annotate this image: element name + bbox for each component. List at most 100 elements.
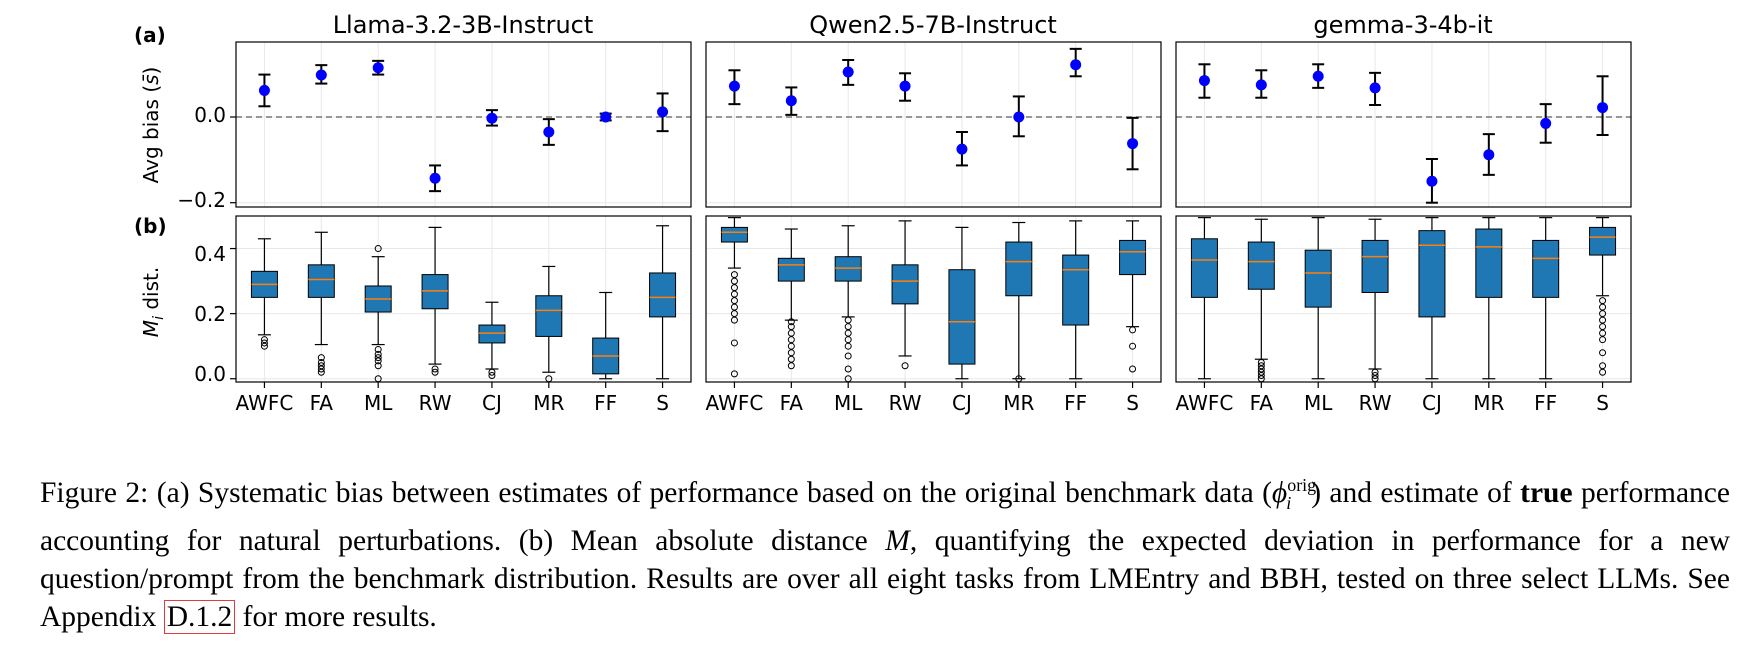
bias-panel-frame: [705, 41, 1162, 208]
outlier-point: [787, 342, 795, 350]
caption-text-5: for more results.: [235, 600, 437, 633]
outlier-point: [1599, 349, 1607, 357]
x-tick-label-CJ: CJ: [952, 391, 972, 415]
box-CJ: [478, 324, 506, 344]
outlier-point: [1129, 326, 1137, 334]
outlier-point: [1599, 297, 1607, 305]
box-ML: [1304, 249, 1332, 308]
outlier-point: [260, 342, 268, 350]
bias-point-FF: [1070, 59, 1082, 71]
bias-point-ML: [842, 66, 854, 78]
figure-2: (a) (b) Avg bias (s̄) Mi dist. 0.0 −0.2 …: [134, 11, 1632, 415]
outlier-point: [317, 358, 325, 366]
outlier-point: [787, 362, 795, 370]
bias-point-S: [1597, 102, 1609, 114]
column-title-llama: Llama-3.2-3B-Instruct: [333, 11, 594, 39]
outlier-point: [1257, 368, 1265, 376]
outlier-point: [787, 349, 795, 357]
box-FF: [1532, 239, 1560, 298]
x-tick-label-FA: FA: [780, 391, 804, 415]
y-tick-a-neg02: −0.2: [177, 188, 226, 212]
x-tick-label-S: S: [656, 391, 669, 415]
panel-label-a: (a): [134, 23, 166, 47]
outlier-point: [730, 310, 738, 318]
bias-point-S: [657, 106, 669, 118]
x-tick-label-RW: RW: [419, 391, 452, 415]
distance-panel-0: AWFC FA ML RW CJ MR FF S: [230, 215, 692, 415]
caption-text-1: Figure 2: (a) Systematic bias between es…: [40, 476, 1272, 509]
bias-point-AWFC: [258, 84, 270, 96]
outlier-point: [787, 336, 795, 344]
outlier-point: [844, 342, 852, 350]
outlier-point: [844, 329, 852, 337]
y-axis-label-a: Avg bias (s̄): [139, 67, 163, 184]
bias-point-AWFC: [728, 80, 740, 92]
x-tick-label-FA: FA: [1250, 391, 1274, 415]
outlier-point: [374, 345, 382, 353]
outlier-point: [844, 365, 852, 373]
distance-panel-frame: [235, 215, 692, 383]
outlier-point: [1257, 365, 1265, 373]
bias-point-AWFC: [1198, 75, 1210, 87]
bias-point-MR: [1483, 149, 1495, 161]
distance-panel-2: AWFC FA ML RW CJ MR FF S: [1175, 215, 1632, 415]
outlier-point: [1599, 303, 1607, 311]
bias-panel-1: [705, 41, 1162, 208]
outlier-point: [787, 318, 795, 326]
outlier-point: [1599, 362, 1607, 370]
y-tick-a-0: 0.0: [194, 103, 226, 127]
bias-point-RW: [429, 172, 441, 184]
x-tick-label-CJ: CJ: [1422, 391, 1442, 415]
caption-math-m: M: [885, 524, 910, 557]
outlier-point: [844, 323, 852, 331]
distance-panel-frame: [1175, 215, 1632, 383]
y-tick-b-04: 0.4: [194, 242, 226, 266]
bias-point-ML: [1312, 70, 1324, 82]
box-MR: [1005, 241, 1033, 297]
bias-point-FA: [1255, 79, 1267, 91]
box-MR: [1475, 228, 1503, 298]
bias-point-S: [1127, 138, 1139, 150]
outlier-point: [1599, 329, 1607, 337]
outlier-point: [1599, 323, 1607, 331]
outlier-point: [787, 329, 795, 337]
x-tick-label-CJ: CJ: [482, 391, 502, 415]
outlier-point: [1599, 316, 1607, 324]
outlier-point: [1257, 358, 1265, 366]
caption-phi-sub: i: [1286, 492, 1292, 513]
bias-point-FF: [600, 111, 612, 123]
bias-point-FA: [785, 95, 797, 107]
bias-panel-2: [1175, 41, 1632, 208]
outlier-point: [1599, 310, 1607, 318]
box-CJ: [948, 269, 976, 365]
bias-panel-frame: [1175, 41, 1632, 208]
outlier-point: [1599, 368, 1607, 376]
figure-caption: Figure 2: (a) Systematic bias between es…: [40, 466, 1730, 636]
caption-phi: ϕ: [1271, 476, 1288, 509]
bias-point-CJ: [1426, 175, 1438, 187]
box-ML: [834, 256, 862, 282]
box-MR: [535, 295, 563, 337]
box-RW: [1361, 239, 1389, 293]
appendix-link[interactable]: D.1.2: [163, 599, 236, 634]
caption-phi-sup: orig: [1287, 475, 1317, 495]
outlier-point: [488, 368, 496, 376]
outlier-point: [1129, 342, 1137, 350]
x-tick-label-AWFC: AWFC: [236, 391, 294, 415]
bias-panel-frame: [235, 41, 692, 208]
x-tick-label-AWFC: AWFC: [1176, 391, 1234, 415]
column-title-qwen: Qwen2.5-7B-Instruct: [809, 11, 1057, 39]
plot-area: AWFC FA ML RW CJ MR FF S AWFC FA ML RW CJ MR FF S AWFC FA…: [230, 41, 1632, 415]
caption-bold-true: true: [1520, 476, 1573, 509]
y-tick-b-0: 0.0: [194, 362, 226, 386]
box-RW: [891, 264, 919, 305]
x-tick-label-ML: ML: [364, 391, 393, 415]
outlier-point: [317, 365, 325, 373]
outlier-point: [260, 336, 268, 344]
y-axis-label-b: Mi dist.: [139, 267, 167, 337]
outlier-point: [317, 354, 325, 362]
box-S: [649, 272, 677, 318]
outlier-point: [374, 357, 382, 365]
caption-text-2: ) and estimate of: [1311, 476, 1521, 509]
box-AWFC: [720, 226, 748, 243]
